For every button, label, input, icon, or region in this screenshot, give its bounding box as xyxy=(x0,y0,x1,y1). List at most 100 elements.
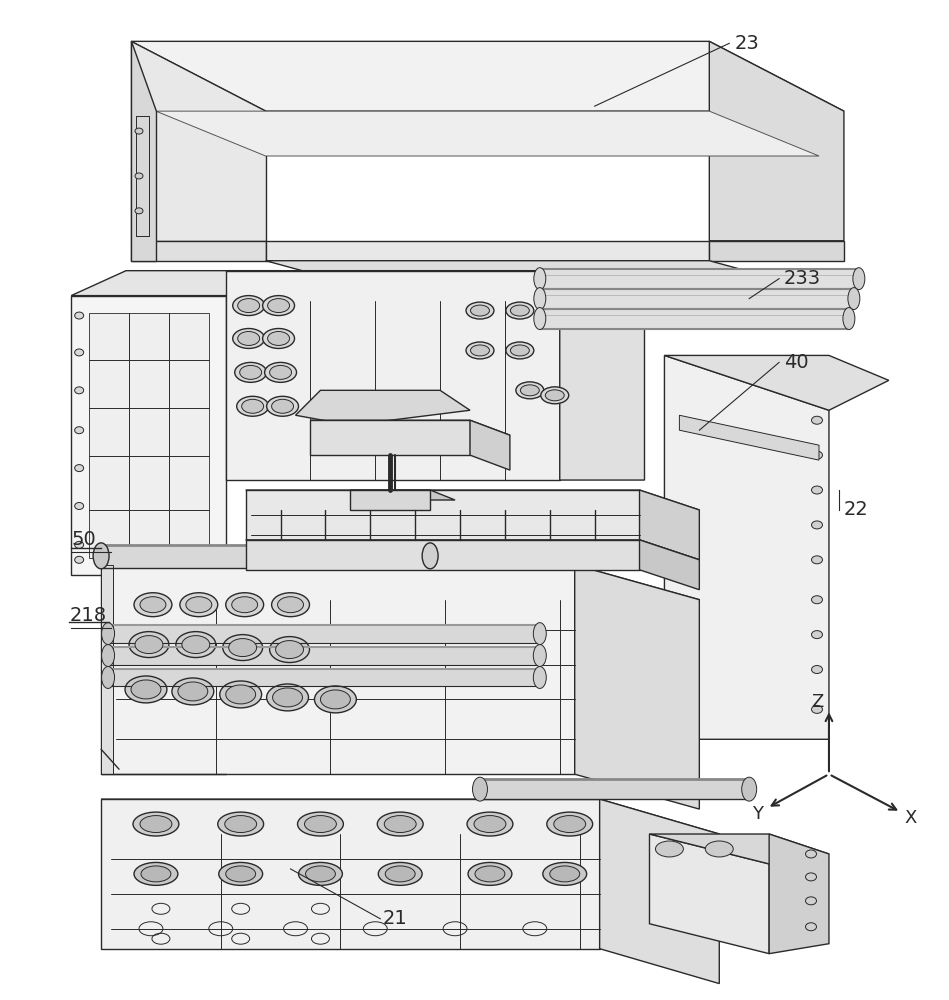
Ellipse shape xyxy=(265,362,296,382)
Polygon shape xyxy=(600,799,719,984)
Ellipse shape xyxy=(75,387,84,394)
Ellipse shape xyxy=(811,631,823,639)
Text: 233: 233 xyxy=(784,269,821,288)
Text: 22: 22 xyxy=(844,500,868,519)
Ellipse shape xyxy=(240,365,262,379)
Polygon shape xyxy=(295,390,470,425)
Ellipse shape xyxy=(135,208,143,214)
Polygon shape xyxy=(226,271,644,301)
Ellipse shape xyxy=(422,543,438,569)
Ellipse shape xyxy=(186,597,212,613)
Ellipse shape xyxy=(234,362,267,382)
Text: Y: Y xyxy=(752,805,763,823)
Ellipse shape xyxy=(811,451,823,459)
Polygon shape xyxy=(102,545,430,568)
Ellipse shape xyxy=(299,862,343,885)
Ellipse shape xyxy=(475,866,505,882)
Ellipse shape xyxy=(520,385,539,396)
Ellipse shape xyxy=(466,302,493,319)
Ellipse shape xyxy=(125,676,167,703)
Ellipse shape xyxy=(129,632,169,658)
Ellipse shape xyxy=(656,841,683,857)
Ellipse shape xyxy=(223,635,263,661)
Ellipse shape xyxy=(225,816,256,833)
Ellipse shape xyxy=(275,641,304,659)
Ellipse shape xyxy=(75,541,84,548)
Ellipse shape xyxy=(242,399,264,413)
Polygon shape xyxy=(310,420,470,455)
Ellipse shape xyxy=(549,866,580,882)
Polygon shape xyxy=(89,313,209,558)
Ellipse shape xyxy=(176,632,215,658)
Ellipse shape xyxy=(271,593,309,617)
Ellipse shape xyxy=(270,637,309,663)
Ellipse shape xyxy=(506,302,534,319)
Ellipse shape xyxy=(236,396,269,416)
Ellipse shape xyxy=(133,812,178,836)
Polygon shape xyxy=(108,625,540,643)
Ellipse shape xyxy=(75,465,84,472)
Ellipse shape xyxy=(546,390,565,401)
Ellipse shape xyxy=(811,556,823,564)
Ellipse shape xyxy=(853,268,865,290)
Polygon shape xyxy=(679,415,819,460)
Text: 21: 21 xyxy=(382,909,407,928)
Ellipse shape xyxy=(379,862,422,885)
Polygon shape xyxy=(350,490,430,510)
Ellipse shape xyxy=(233,296,265,316)
Polygon shape xyxy=(226,271,560,480)
Ellipse shape xyxy=(534,288,546,310)
Polygon shape xyxy=(470,420,510,470)
Ellipse shape xyxy=(102,645,115,667)
Ellipse shape xyxy=(182,636,210,654)
Polygon shape xyxy=(480,779,749,799)
Text: 23: 23 xyxy=(735,34,759,53)
Ellipse shape xyxy=(75,312,84,319)
Ellipse shape xyxy=(533,667,547,688)
Polygon shape xyxy=(246,490,699,510)
Polygon shape xyxy=(131,41,266,241)
Ellipse shape xyxy=(226,593,264,617)
Ellipse shape xyxy=(267,396,299,416)
Ellipse shape xyxy=(226,685,255,704)
Ellipse shape xyxy=(217,812,264,836)
Polygon shape xyxy=(156,111,819,156)
Ellipse shape xyxy=(471,345,490,356)
Ellipse shape xyxy=(306,866,335,882)
Polygon shape xyxy=(540,289,854,309)
Ellipse shape xyxy=(742,777,756,801)
Ellipse shape xyxy=(811,705,823,713)
Ellipse shape xyxy=(811,486,823,494)
Ellipse shape xyxy=(134,862,177,885)
Ellipse shape xyxy=(177,682,208,701)
Ellipse shape xyxy=(135,173,143,179)
Text: 218: 218 xyxy=(69,606,106,625)
Ellipse shape xyxy=(843,308,855,330)
Polygon shape xyxy=(664,355,889,410)
Ellipse shape xyxy=(102,667,115,688)
Ellipse shape xyxy=(268,299,289,313)
Ellipse shape xyxy=(226,866,255,882)
Ellipse shape xyxy=(473,777,488,801)
Ellipse shape xyxy=(811,521,823,529)
Ellipse shape xyxy=(511,345,530,356)
Ellipse shape xyxy=(384,816,417,833)
Ellipse shape xyxy=(474,816,506,833)
Ellipse shape xyxy=(385,866,415,882)
Ellipse shape xyxy=(847,288,860,310)
Ellipse shape xyxy=(141,866,171,882)
Text: 40: 40 xyxy=(784,353,809,372)
Ellipse shape xyxy=(811,416,823,424)
Ellipse shape xyxy=(263,329,294,348)
Polygon shape xyxy=(540,309,849,329)
Ellipse shape xyxy=(219,862,263,885)
Polygon shape xyxy=(769,834,829,954)
Ellipse shape xyxy=(232,597,257,613)
Text: Z: Z xyxy=(810,693,823,711)
Polygon shape xyxy=(102,565,113,774)
Ellipse shape xyxy=(543,862,586,885)
Polygon shape xyxy=(246,490,640,540)
Ellipse shape xyxy=(237,331,260,345)
Ellipse shape xyxy=(298,812,344,836)
Polygon shape xyxy=(131,41,156,261)
